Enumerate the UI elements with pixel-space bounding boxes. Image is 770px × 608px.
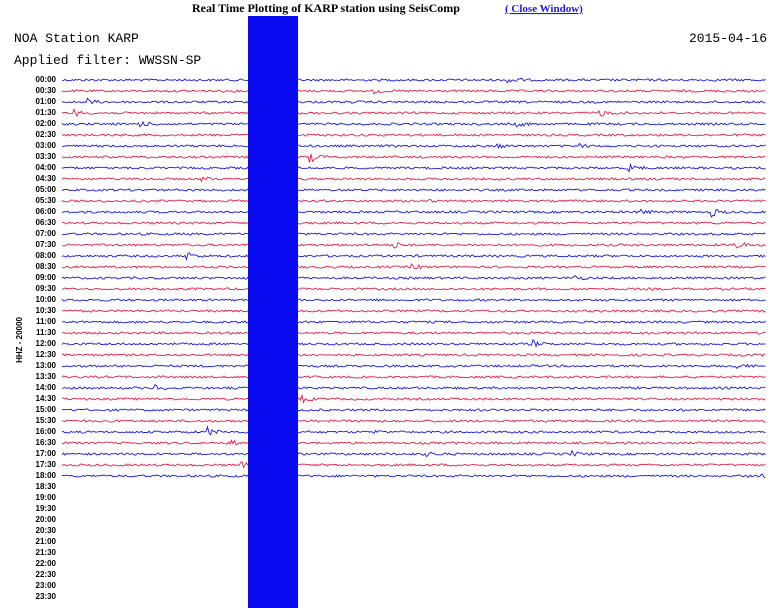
trace — [61, 287, 766, 291]
time-label: 06:30 — [36, 218, 57, 227]
trace — [62, 419, 766, 423]
time-label: 23:00 — [36, 581, 57, 590]
trace — [61, 408, 766, 412]
time-label: 21:30 — [36, 548, 57, 557]
time-label: 13:00 — [36, 361, 57, 370]
time-label: 14:30 — [36, 394, 57, 403]
trace — [61, 425, 766, 436]
time-label: 12:00 — [36, 339, 57, 348]
trace — [61, 153, 766, 163]
time-label: 20:30 — [36, 526, 57, 535]
time-label: 13:30 — [36, 372, 57, 381]
trace — [62, 317, 766, 324]
trace — [61, 329, 766, 336]
time-label: 23:30 — [36, 592, 57, 601]
time-label: 14:00 — [36, 383, 57, 392]
time-label: 03:00 — [36, 141, 57, 150]
time-label: 01:30 — [36, 108, 57, 117]
time-label: 10:00 — [36, 295, 57, 304]
trace — [61, 142, 766, 149]
time-label: 11:00 — [36, 317, 57, 326]
trace — [61, 338, 766, 348]
time-label: 17:30 — [36, 460, 57, 469]
time-label: 04:00 — [36, 163, 57, 172]
date: 2015-04-16 — [689, 31, 767, 46]
trace — [61, 221, 766, 225]
trace — [61, 473, 766, 479]
time-label: 00:30 — [36, 86, 57, 95]
trace — [61, 309, 766, 313]
time-label: 11:30 — [36, 328, 57, 337]
trace — [61, 383, 766, 391]
trace — [61, 120, 766, 128]
trace — [61, 133, 766, 137]
trace — [61, 199, 766, 204]
trace — [61, 263, 766, 270]
time-label: 09:00 — [36, 273, 57, 282]
close-window-link[interactable]: ( Close Window) — [505, 3, 583, 15]
time-label: 15:30 — [36, 416, 57, 425]
time-label: 22:00 — [36, 559, 57, 568]
time-label: 18:30 — [36, 482, 57, 491]
trace — [61, 176, 766, 183]
filter: Applied filter: WWSSN-SP — [14, 53, 201, 68]
trace — [61, 439, 766, 446]
trace — [61, 89, 766, 95]
time-label: 19:30 — [36, 504, 57, 513]
trace — [61, 298, 766, 302]
trace — [61, 363, 766, 370]
trace — [61, 461, 766, 469]
time-label: 05:00 — [36, 185, 57, 194]
trace — [61, 353, 766, 357]
trace — [61, 97, 766, 105]
trace — [62, 241, 766, 249]
title: Real Time Plotting of KARP station using… — [192, 1, 460, 15]
time-label: 21:00 — [36, 537, 57, 546]
time-label: 08:00 — [36, 251, 57, 260]
time-label: 01:00 — [36, 97, 57, 106]
time-label: 19:00 — [36, 493, 57, 502]
time-label: 16:00 — [36, 427, 57, 436]
time-label: 04:30 — [36, 174, 57, 183]
time-label: 09:30 — [36, 284, 57, 293]
channel-label: HHZ - 20000 — [15, 317, 24, 363]
trace — [61, 232, 766, 236]
time-label: 06:00 — [36, 207, 57, 216]
time-label: 07:00 — [36, 229, 57, 238]
time-label: 17:00 — [36, 449, 57, 458]
traces — [61, 77, 766, 479]
time-label: 22:30 — [36, 570, 57, 579]
time-label: 10:30 — [36, 306, 57, 315]
time-label: 08:30 — [36, 262, 57, 271]
trace — [61, 252, 766, 262]
saturated-block — [248, 16, 298, 608]
time-label: 16:30 — [36, 438, 57, 447]
trace — [62, 393, 766, 404]
trace — [61, 162, 766, 173]
time-label: 02:30 — [36, 130, 57, 139]
time-label: 03:30 — [36, 152, 57, 161]
time-label: 05:30 — [36, 196, 57, 205]
time-label: 00:00 — [36, 75, 57, 84]
time-label: 07:30 — [36, 240, 57, 249]
time-label: 12:30 — [36, 350, 57, 359]
station: NOA Station KARP — [14, 31, 139, 46]
time-label: 18:00 — [36, 471, 57, 480]
trace — [61, 188, 766, 192]
trace — [62, 77, 766, 84]
time-label: 20:00 — [36, 515, 57, 524]
trace — [61, 449, 766, 458]
trace — [61, 375, 766, 379]
time-label: 02:00 — [36, 119, 57, 128]
trace — [61, 208, 766, 218]
trace — [61, 108, 766, 118]
time-label: 15:00 — [36, 405, 57, 414]
trace — [61, 274, 766, 281]
